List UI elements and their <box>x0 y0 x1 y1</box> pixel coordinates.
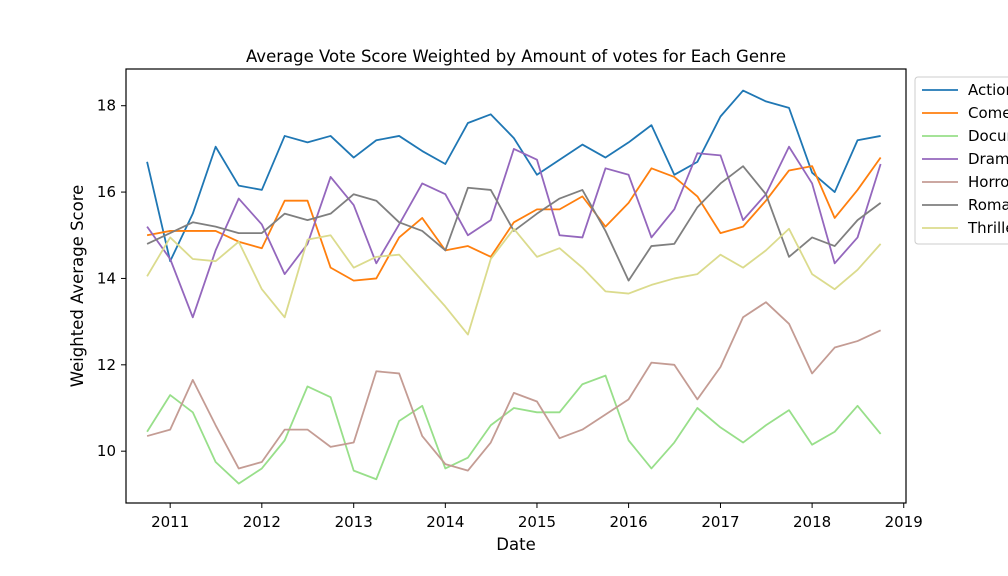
y-tick-label: 18 <box>97 97 116 115</box>
legend: Action Comedy Documentary Drama Horror Romanc… <box>914 76 1008 245</box>
series-line-romance <box>146 165 882 282</box>
x-tick-label: 2016 <box>610 513 648 531</box>
legend-label-horror: Horror <box>968 173 1008 191</box>
x-tick-label: 2017 <box>701 513 739 531</box>
chart-title: Average Vote Score Weighted by Amount of… <box>246 47 786 66</box>
legend-box <box>914 76 1008 245</box>
legend-label-drama: Drama <box>968 150 1008 168</box>
series-line-thriller <box>146 227 882 336</box>
series-layer <box>146 89 882 485</box>
y-tick-label: 12 <box>97 356 116 374</box>
x-axis: 2011 2012 2013 2014 2015 2016 2017 2018 2019 <box>151 503 923 531</box>
legend-label-action: Action <box>968 81 1008 99</box>
x-axis-label: Date <box>496 535 535 554</box>
y-tick-label: 14 <box>97 269 116 287</box>
x-tick-label: 2019 <box>885 513 923 531</box>
series-line-drama <box>146 145 882 319</box>
series-line-comedy <box>146 157 882 282</box>
x-tick-label: 2011 <box>151 513 189 531</box>
legend-label-thriller: Thriller <box>967 219 1008 237</box>
y-axis: 10 12 14 16 18 <box>97 97 126 460</box>
legend-label-romance: Romance <box>968 196 1008 214</box>
y-tick-label: 10 <box>97 442 116 460</box>
legend-label-comedy: Comedy <box>968 104 1008 122</box>
y-tick-label: 16 <box>97 183 116 201</box>
x-tick-label: 2014 <box>426 513 464 531</box>
x-tick-label: 2015 <box>518 513 556 531</box>
x-tick-label: 2013 <box>335 513 373 531</box>
x-tick-label: 2018 <box>793 513 831 531</box>
plot-frame <box>125 68 907 504</box>
x-tick-label: 2012 <box>243 513 281 531</box>
y-axis-label: Weighted Average Score <box>68 185 87 388</box>
series-line-horror <box>146 301 882 472</box>
series-line-action <box>146 89 881 263</box>
legend-label-documentary: Documentary <box>968 127 1008 145</box>
series-line-documentary <box>146 374 882 485</box>
